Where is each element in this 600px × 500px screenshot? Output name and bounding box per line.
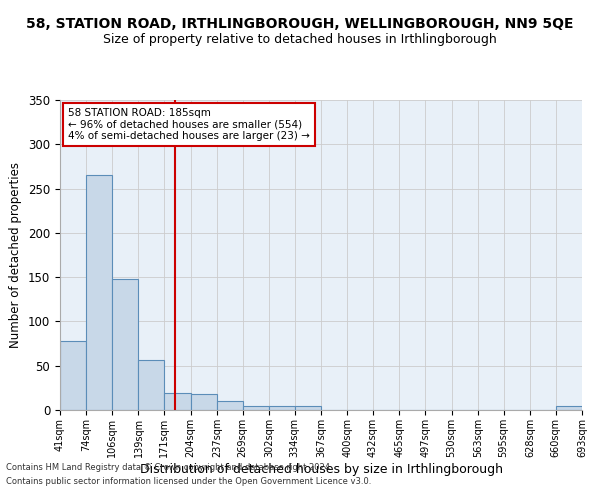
Bar bbox=[112, 279, 139, 410]
Bar bbox=[86, 176, 112, 410]
Bar bbox=[242, 406, 269, 410]
Bar bbox=[191, 394, 217, 410]
Bar bbox=[269, 406, 295, 410]
Bar bbox=[60, 341, 86, 410]
Text: Contains public sector information licensed under the Open Government Licence v3: Contains public sector information licen… bbox=[6, 477, 371, 486]
Bar bbox=[556, 406, 582, 410]
Text: 58 STATION ROAD: 185sqm
← 96% of detached houses are smaller (554)
4% of semi-de: 58 STATION ROAD: 185sqm ← 96% of detache… bbox=[68, 108, 310, 141]
Text: Contains HM Land Registry data © Crown copyright and database right 2024.: Contains HM Land Registry data © Crown c… bbox=[6, 464, 332, 472]
Y-axis label: Number of detached properties: Number of detached properties bbox=[10, 162, 22, 348]
X-axis label: Distribution of detached houses by size in Irthlingborough: Distribution of detached houses by size … bbox=[139, 462, 503, 475]
Bar bbox=[217, 401, 242, 410]
Text: Size of property relative to detached houses in Irthlingborough: Size of property relative to detached ho… bbox=[103, 32, 497, 46]
Bar bbox=[295, 406, 321, 410]
Bar bbox=[164, 393, 191, 410]
Bar bbox=[139, 360, 164, 410]
Text: 58, STATION ROAD, IRTHLINGBOROUGH, WELLINGBOROUGH, NN9 5QE: 58, STATION ROAD, IRTHLINGBOROUGH, WELLI… bbox=[26, 18, 574, 32]
